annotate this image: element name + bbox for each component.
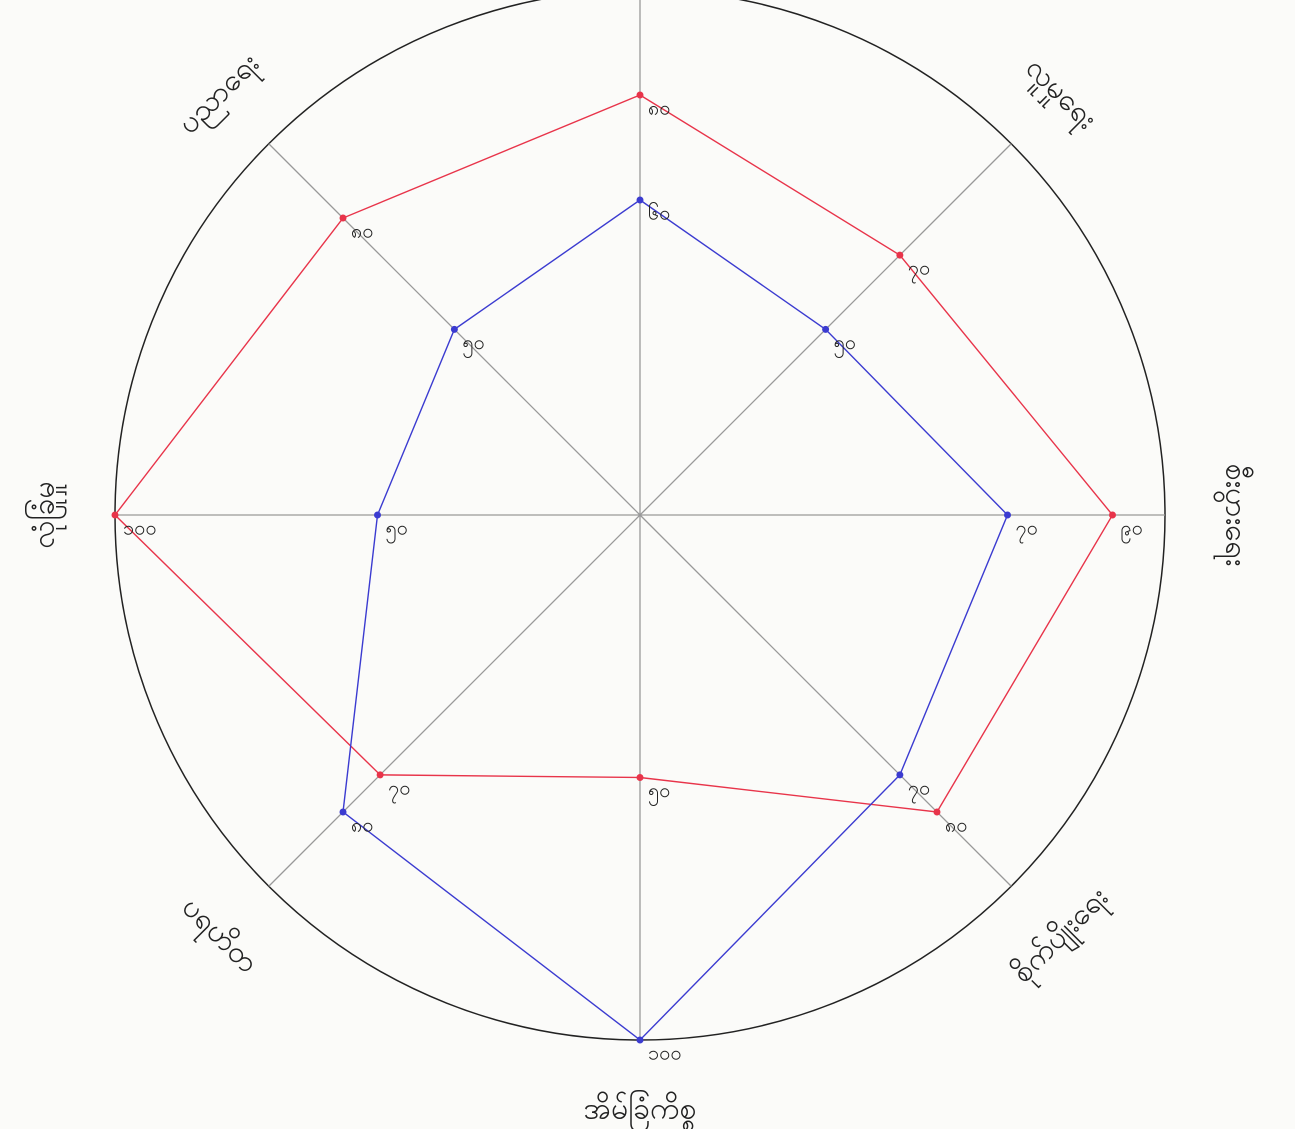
value-label: ၇၀ (908, 256, 931, 284)
value-label: ၈၀ (648, 96, 671, 120)
category-label: ပညာရေး (171, 46, 270, 145)
data-point (636, 774, 644, 781)
data-point (450, 325, 458, 333)
value-label: ၅၀ (462, 330, 485, 358)
data-point (636, 1036, 644, 1044)
series-polygon (114, 94, 1114, 813)
data-point (822, 325, 830, 333)
value-label: ၁၀၀ (648, 1041, 682, 1065)
value-label: ၅၀ (386, 516, 409, 544)
data-point (1109, 511, 1116, 519)
axis-spoke (639, 514, 1012, 887)
data-point (636, 91, 644, 99)
value-label: ၅၀ (648, 778, 671, 806)
data-point (933, 808, 941, 816)
data-point (1004, 511, 1011, 519)
value-label: ၆၀ (648, 201, 671, 225)
data-point (339, 214, 347, 222)
data-point (896, 771, 904, 779)
value-label: ၈၀ (945, 812, 968, 836)
category-label: လုံခြုံမှု (25, 481, 68, 548)
axis-spoke (268, 514, 641, 887)
category-label: စိုက်ပျိုးရေး (1005, 880, 1120, 995)
value-label: ၈၀ (351, 812, 374, 836)
value-label: ၇၀ (1016, 516, 1039, 544)
data-point (896, 251, 904, 259)
data-point (111, 511, 119, 519)
category-label: အိမ်ခြံကိစ္စ (584, 1090, 697, 1129)
value-label: ၈၀ (351, 219, 374, 243)
value-label: ၇၀ (388, 775, 411, 803)
data-point (636, 196, 644, 204)
category-label: လူမှုရေး (1014, 51, 1104, 141)
data-point (376, 771, 384, 779)
category-label: ပရဟိတ (171, 890, 266, 985)
category-label: စီးပွားရေး (1213, 464, 1254, 567)
value-label: ၁၀၀ (123, 516, 157, 540)
value-label: ၇၀ (908, 775, 931, 803)
series-polygon (342, 199, 1009, 1041)
data-point (374, 511, 381, 519)
value-label: ၉၀ (1121, 516, 1144, 544)
value-label: ၅၀ (834, 330, 857, 358)
data-point (339, 808, 347, 816)
